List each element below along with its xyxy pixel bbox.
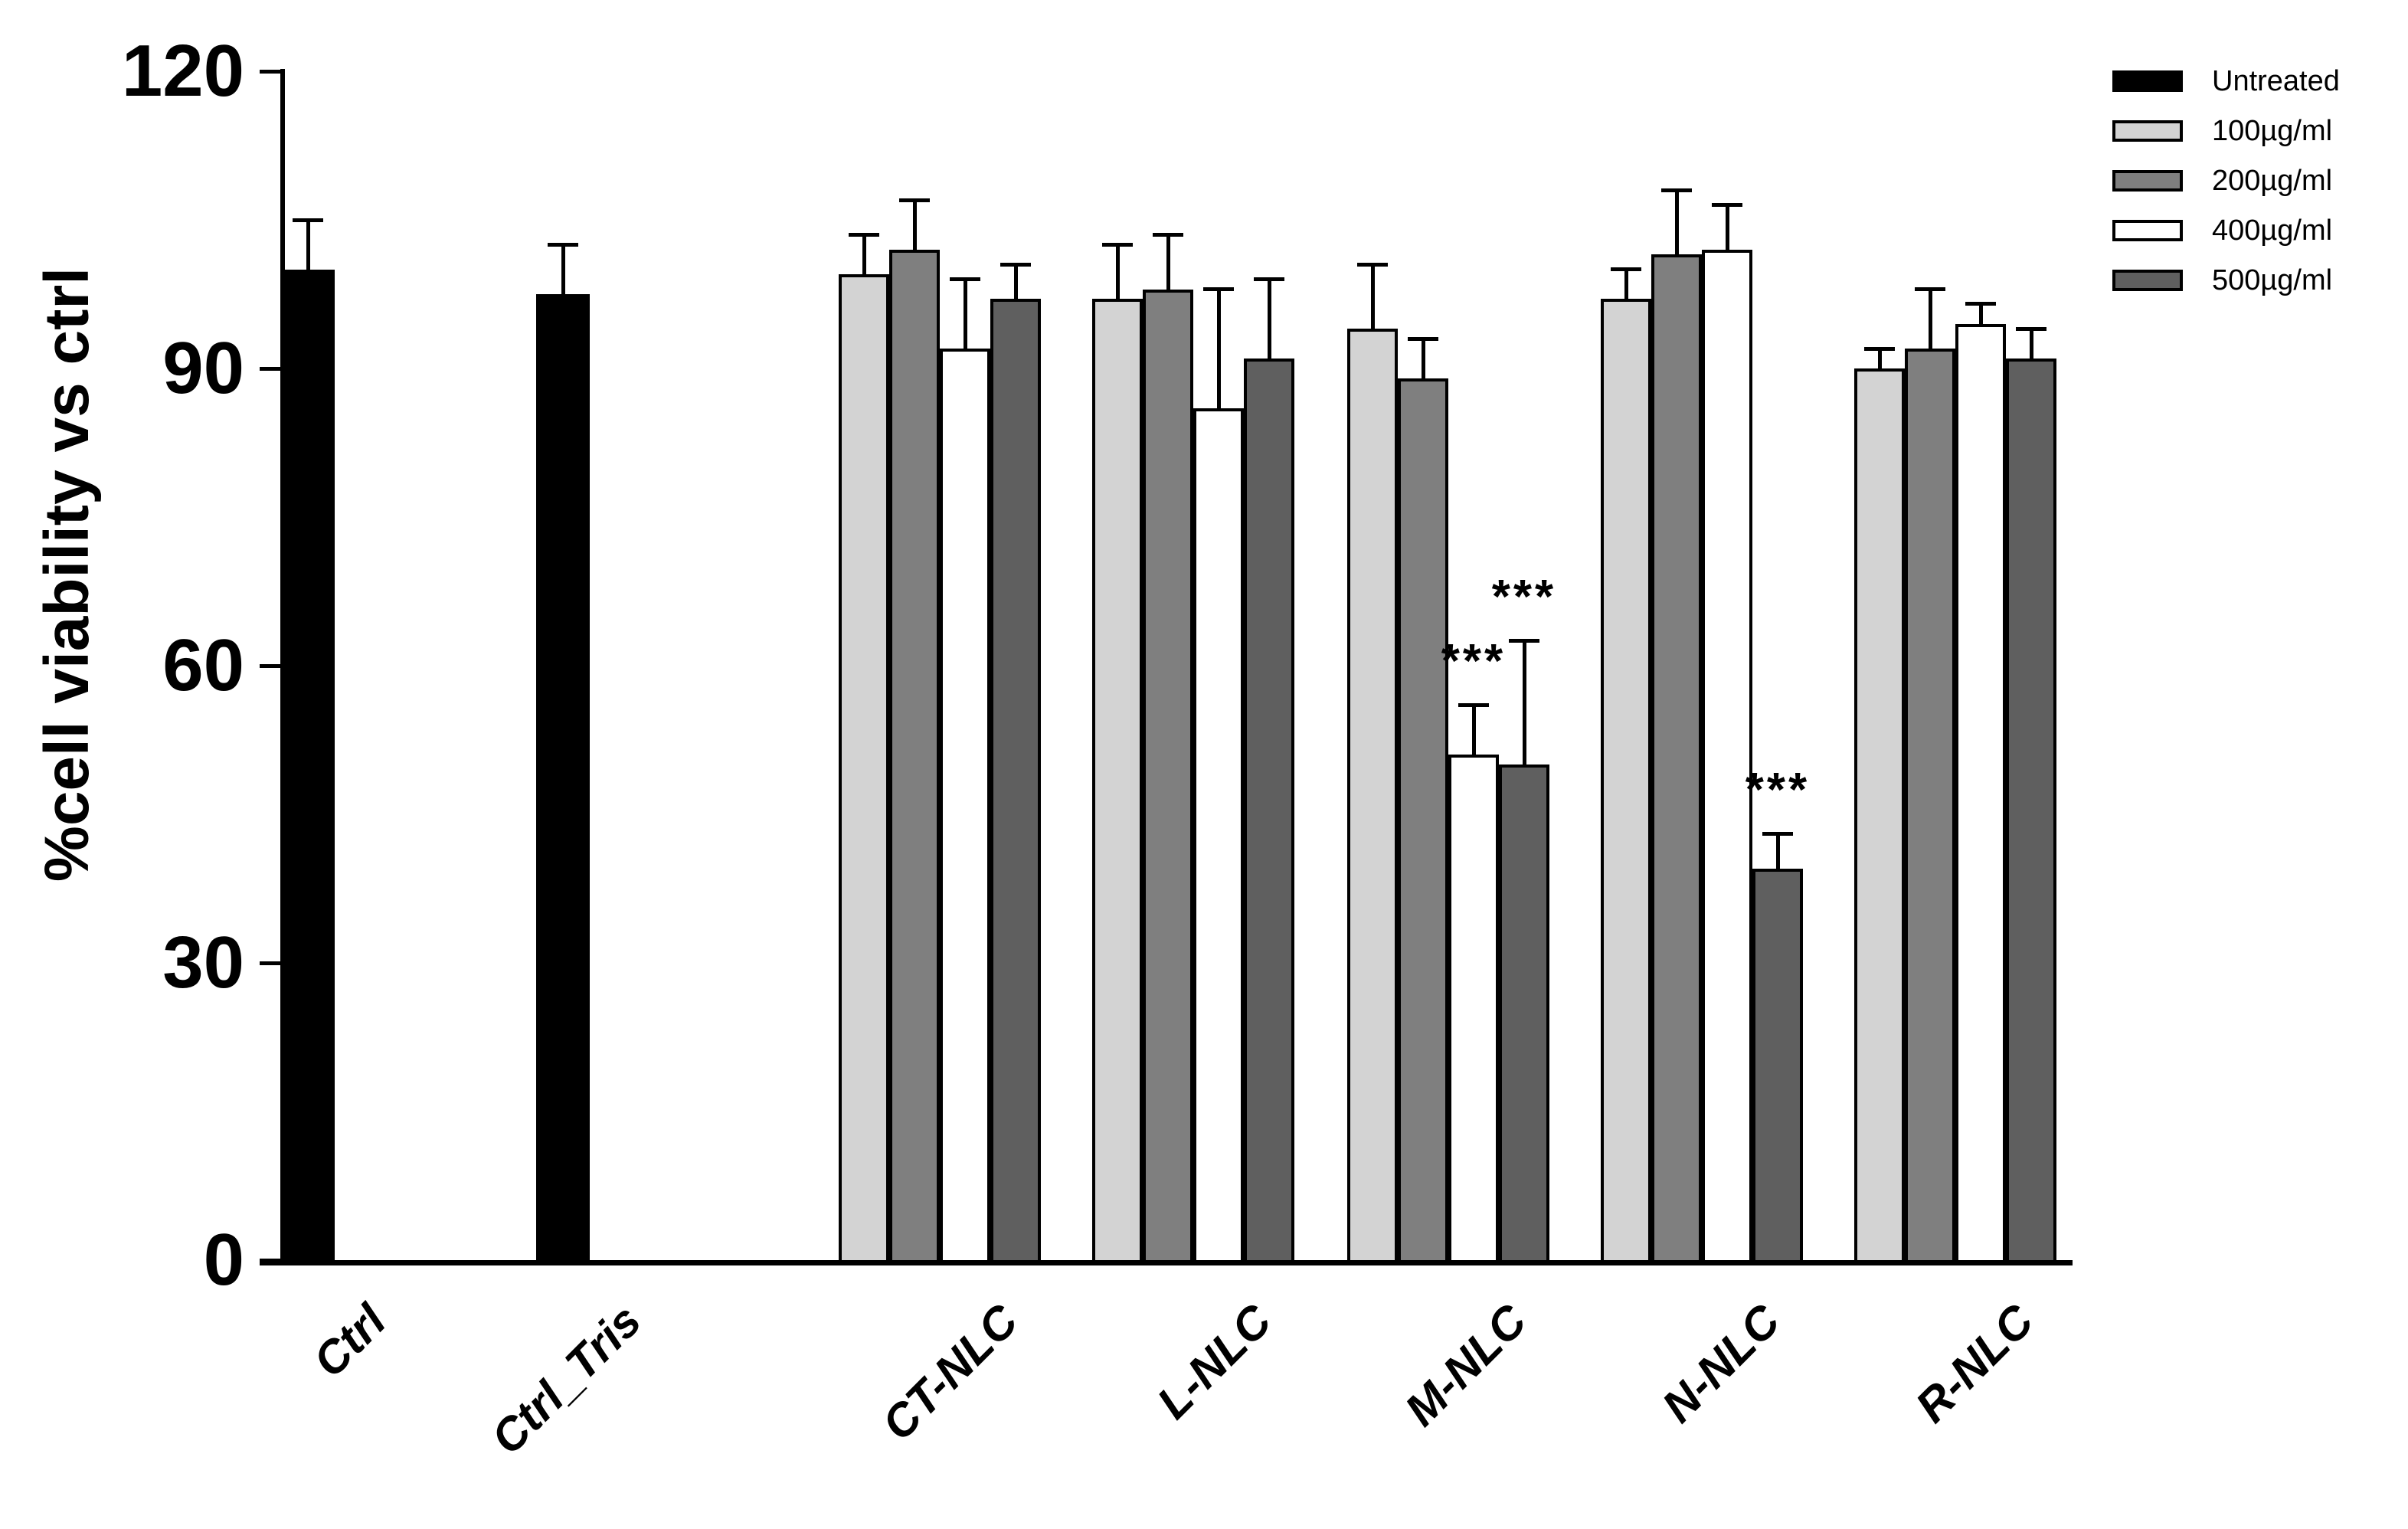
error-bar-cap (1357, 262, 1388, 267)
error-bar-cap (1203, 287, 1234, 292)
bar-L-NLC-100µg/ml (1092, 299, 1143, 1263)
y-tick-label: 60 (162, 624, 244, 706)
error-bar-line (1978, 303, 1983, 327)
error-bar-cap (1254, 277, 1284, 282)
bar-N-NLC-100µg/ml (1601, 299, 1651, 1263)
error-bar-line (1471, 705, 1476, 758)
bar-R-NLC-200µg/ml (1905, 349, 1955, 1263)
legend-item: 200µg/ml (2112, 164, 2332, 198)
error-bar-cap (1611, 267, 1641, 272)
bar-M-NLC-100µg/ml (1347, 329, 1398, 1263)
error-bar-cap (1509, 639, 1539, 643)
bar-Ctrl-Untreated (281, 269, 335, 1263)
y-tick (260, 961, 280, 965)
error-bar-cap (1661, 188, 1692, 192)
error-bar-cap (849, 232, 879, 237)
error-bar-cap (1102, 242, 1133, 247)
error-bar-cap (1712, 203, 1742, 208)
y-tick-label: 30 (162, 922, 244, 1004)
error-bar-cap (2016, 326, 2046, 331)
y-tick-label: 0 (203, 1219, 244, 1301)
bar-M-NLC-500µg/ml (1499, 764, 1549, 1263)
error-bar-cap (1408, 336, 1438, 341)
legend-label: 400µg/ml (2212, 214, 2333, 247)
significance-stars: *** (1491, 570, 1557, 624)
error-bar-line (561, 244, 565, 297)
legend-item: Untreated (2112, 64, 2340, 98)
error-bar-line (963, 279, 967, 352)
y-tick (260, 69, 280, 74)
bar-CT-NLC-200µg/ml (889, 249, 940, 1263)
legend-label: 100µg/ml (2212, 115, 2333, 147)
error-bar-line (1928, 289, 1932, 352)
bar-CT-NLC-500µg/ml (990, 299, 1041, 1263)
significance-stars: *** (1441, 634, 1507, 688)
bar-L-NLC-400µg/ml (1193, 408, 1244, 1263)
error-bar-cap (1915, 287, 1945, 292)
error-bar-cap (1153, 232, 1183, 237)
legend-item: 400µg/ml (2112, 214, 2332, 247)
error-bar-line (1370, 264, 1375, 332)
error-bar-line (1877, 349, 1882, 372)
bar-M-NLC-400µg/ml (1448, 755, 1499, 1263)
legend-swatch (2112, 170, 2183, 192)
bar-CT-NLC-400µg/ml (940, 349, 990, 1263)
error-bar-cap (950, 277, 980, 282)
error-bar-cap (1762, 832, 1793, 837)
error-bar-line (1166, 234, 1170, 293)
bar-L-NLC-200µg/ml (1143, 289, 1193, 1263)
legend-item: 100µg/ml (2112, 114, 2332, 148)
legend-label: 500µg/ml (2212, 264, 2333, 296)
bar-L-NLC-500µg/ml (1244, 359, 1294, 1263)
x-category-label: Ctrl (303, 1295, 396, 1387)
error-bar-line (1624, 269, 1628, 303)
error-bar-cap (1864, 346, 1895, 351)
x-category-label: CT-NLC (872, 1295, 1028, 1451)
error-bar-line (1421, 339, 1425, 381)
legend-swatch (2112, 120, 2183, 142)
bar-CT-NLC-100µg/ml (839, 274, 889, 1263)
y-tick (260, 1258, 280, 1262)
legend-swatch (2112, 270, 2183, 291)
error-bar-cap (899, 198, 930, 202)
error-bar-cap (548, 242, 578, 247)
significance-stars: *** (1745, 763, 1811, 817)
error-bar-line (1267, 279, 1271, 362)
error-bar-cap (293, 218, 323, 222)
legend-swatch (2112, 220, 2183, 241)
error-bar-line (1725, 205, 1729, 253)
error-bar-cap (1000, 262, 1031, 267)
y-tick (260, 366, 280, 371)
bar-N-NLC-500µg/ml (1752, 869, 1803, 1263)
error-bar-line (306, 220, 310, 273)
bar-R-NLC-400µg/ml (1955, 323, 2006, 1263)
error-bar-line (1216, 289, 1221, 411)
error-bar-line (1674, 190, 1679, 258)
error-bar-line (862, 234, 866, 278)
legend-label: 200µg/ml (2212, 165, 2333, 197)
bar-R-NLC-100µg/ml (1854, 368, 1905, 1263)
error-bar-line (1522, 640, 1526, 768)
bar-R-NLC-500µg/ml (2006, 359, 2056, 1263)
y-tick-label: 120 (121, 30, 244, 112)
error-bar-line (1775, 833, 1780, 873)
bar-M-NLC-200µg/ml (1398, 378, 1448, 1263)
error-bar-line (1115, 244, 1120, 303)
error-bar-cap (1458, 703, 1489, 708)
legend-swatch (2112, 70, 2183, 92)
legend-label: Untreated (2212, 65, 2340, 97)
legend-item: 500µg/ml (2112, 264, 2332, 297)
y-tick (260, 663, 280, 668)
y-tick-label: 90 (162, 327, 244, 409)
error-bar-line (912, 200, 917, 253)
bar-N-NLC-400µg/ml (1702, 249, 1752, 1263)
bar-N-NLC-200µg/ml (1651, 254, 1702, 1263)
bar-Ctrl_Tris-Untreated (536, 294, 590, 1263)
error-bar-cap (1965, 302, 1996, 306)
error-bar-line (2029, 329, 2033, 362)
error-bar-line (1013, 264, 1018, 303)
